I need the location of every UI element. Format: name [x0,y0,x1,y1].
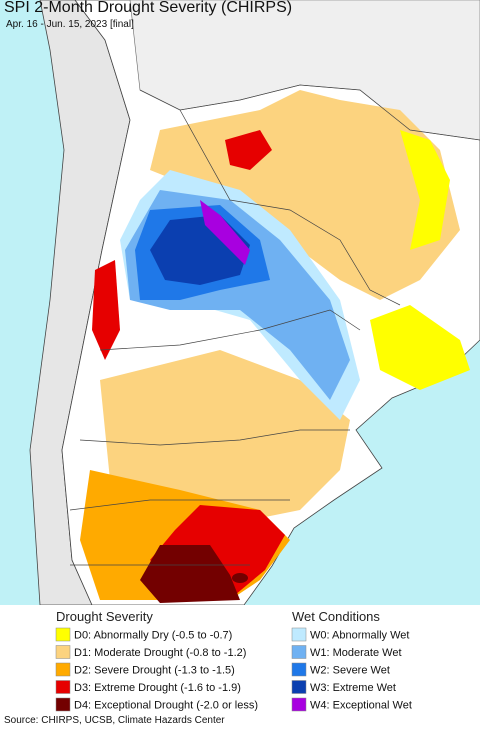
subtitle: Apr. 16 - Jun. 15, 2023 [final] [6,19,134,30]
border [179,109,401,306]
legend-label: D0: Abnormally Dry (-0.5 to -0.7) [74,630,232,642]
legend-label: D1: Moderate Drought (-0.8 to -1.2) [74,647,246,659]
map [0,0,480,606]
legend-swatch [291,645,307,659]
legend-swatch [291,627,307,642]
legend-label: W4: Exceptional Wet [310,700,412,712]
legend-swatch [291,697,307,712]
border [99,309,361,351]
legend-swatch [55,680,71,694]
legend-label: D4: Exceptional Drought (-2.0 or less) [74,700,258,712]
border [79,429,350,446]
legend-label: W1: Moderate Wet [310,647,402,659]
dry-patch [370,305,470,390]
source: Source: CHIRPS, UCSB, Climate Hazards Ce… [4,715,225,726]
drought-patch [232,573,248,583]
legend-label: D2: Severe Drought (-1.3 to -1.5) [74,665,235,677]
legend-swatch [291,662,307,677]
legend-title: Drought Severity [56,609,153,624]
legend-title: Wet Conditions [292,609,380,624]
dry-patch [400,130,450,250]
legend-label: W3: Extreme Wet [310,682,396,694]
legend-swatch [55,627,71,642]
border [69,499,290,511]
legend-swatch [55,697,71,712]
legend-label: W2: Severe Wet [310,665,390,677]
drought-patch [225,130,272,170]
drought-patch [140,545,240,603]
drought-patch [100,350,350,520]
legend-panel [0,605,480,730]
legend-swatch [55,662,71,677]
wet-patch [200,200,250,265]
legend-label: W0: Abnormally Wet [310,630,409,642]
legend: D0: Abnormally Dry (-0.5 to -0.7) D1: Mod… [55,627,412,712]
legend-swatch [55,645,71,659]
legend-label: D3: Extreme Drought (-1.6 to -1.9) [74,682,241,694]
legend-swatch [291,680,307,694]
title: SPI 2-Month Drought Severity (CHIRPS) [4,0,292,16]
drought-patch [92,260,120,360]
